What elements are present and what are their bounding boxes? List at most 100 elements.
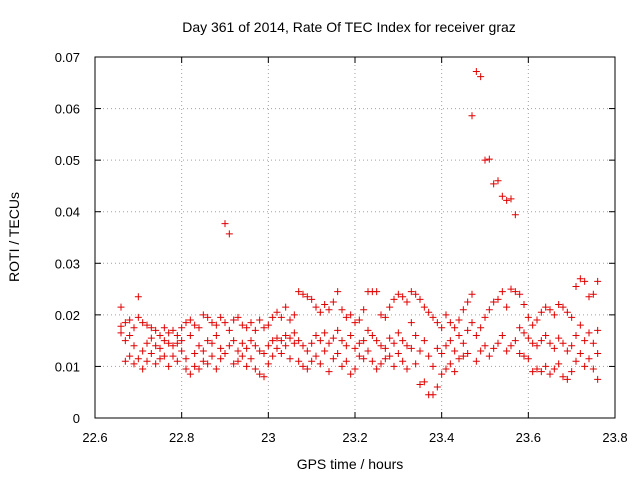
data-point [572, 331, 580, 339]
data-point [299, 362, 307, 370]
data-point [451, 347, 459, 355]
data-point [230, 316, 238, 324]
data-point [186, 331, 194, 339]
data-point [308, 295, 316, 303]
data-point [156, 344, 164, 352]
data-point [342, 357, 350, 365]
data-point [563, 308, 571, 316]
data-point [438, 350, 446, 358]
data-point [490, 180, 498, 188]
data-point [247, 337, 255, 345]
data-point [303, 347, 311, 355]
data-point [585, 355, 593, 363]
data-point [468, 290, 476, 298]
data-point [208, 339, 216, 347]
data-point [169, 342, 177, 350]
data-point [546, 370, 554, 378]
data-point [286, 316, 294, 324]
data-point [511, 337, 519, 345]
data-point [351, 344, 359, 352]
data-point [221, 220, 229, 228]
data-point [529, 321, 537, 329]
data-point [178, 347, 186, 355]
data-point [399, 357, 407, 365]
data-point [494, 339, 502, 347]
data-point [338, 306, 346, 314]
data-point [243, 324, 251, 332]
data-point [338, 337, 346, 345]
data-point [585, 329, 593, 337]
data-point [399, 293, 407, 301]
data-point [568, 342, 576, 350]
data-point [217, 344, 225, 352]
data-point [208, 352, 216, 360]
data-point [342, 342, 350, 350]
data-point [381, 313, 389, 321]
data-point [403, 365, 411, 373]
data-point [490, 298, 498, 306]
data-point [446, 337, 454, 345]
data-point [134, 355, 142, 363]
data-point [355, 316, 363, 324]
data-point [386, 352, 394, 360]
data-point [498, 288, 506, 296]
data-point [160, 337, 168, 345]
data-point [282, 331, 290, 339]
data-point [160, 324, 168, 332]
data-point [191, 321, 199, 329]
data-point [425, 308, 433, 316]
data-point [264, 321, 272, 329]
data-point [273, 344, 281, 352]
data-point [377, 342, 385, 350]
data-point [143, 339, 151, 347]
data-point [446, 360, 454, 368]
data-point [485, 155, 493, 163]
data-point [533, 316, 541, 324]
data-point [425, 352, 433, 360]
y-tick-labels: 0 0.01 0.02 0.03 0.04 0.05 0.06 0.07 [55, 50, 80, 426]
data-point [195, 365, 203, 373]
data-point [260, 350, 268, 358]
data-point [277, 350, 285, 358]
data-point [455, 316, 463, 324]
data-point [360, 337, 368, 345]
data-point [568, 313, 576, 321]
data-point [472, 67, 480, 75]
data-point [277, 313, 285, 321]
data-point [256, 347, 264, 355]
data-point [572, 357, 580, 365]
data-point [152, 326, 160, 334]
data-point [360, 355, 368, 363]
data-point [256, 316, 264, 324]
data-point [238, 352, 246, 360]
data-point [589, 339, 597, 347]
data-point [559, 373, 567, 381]
data-point [316, 308, 324, 316]
axis-ticks [94, 56, 616, 419]
data-point [373, 288, 381, 296]
data-point [576, 321, 584, 329]
data-point [269, 313, 277, 321]
data-point [524, 334, 532, 342]
data-point [412, 331, 420, 339]
data-point [230, 360, 238, 368]
data-point [338, 362, 346, 370]
data-point [165, 362, 173, 370]
y-tick-label: 0.06 [55, 102, 80, 117]
data-point [481, 313, 489, 321]
data-point [295, 357, 303, 365]
data-point [546, 339, 554, 347]
data-point [576, 350, 584, 358]
data-point [386, 303, 394, 311]
data-point [481, 156, 489, 164]
data-point [139, 319, 147, 327]
data-point [416, 380, 424, 388]
data-point [225, 326, 233, 334]
data-point [134, 293, 142, 301]
data-point [555, 301, 563, 309]
data-point [581, 337, 589, 345]
data-point [126, 352, 134, 360]
data-point [121, 319, 129, 327]
data-point [468, 112, 476, 120]
data-point [225, 342, 233, 350]
